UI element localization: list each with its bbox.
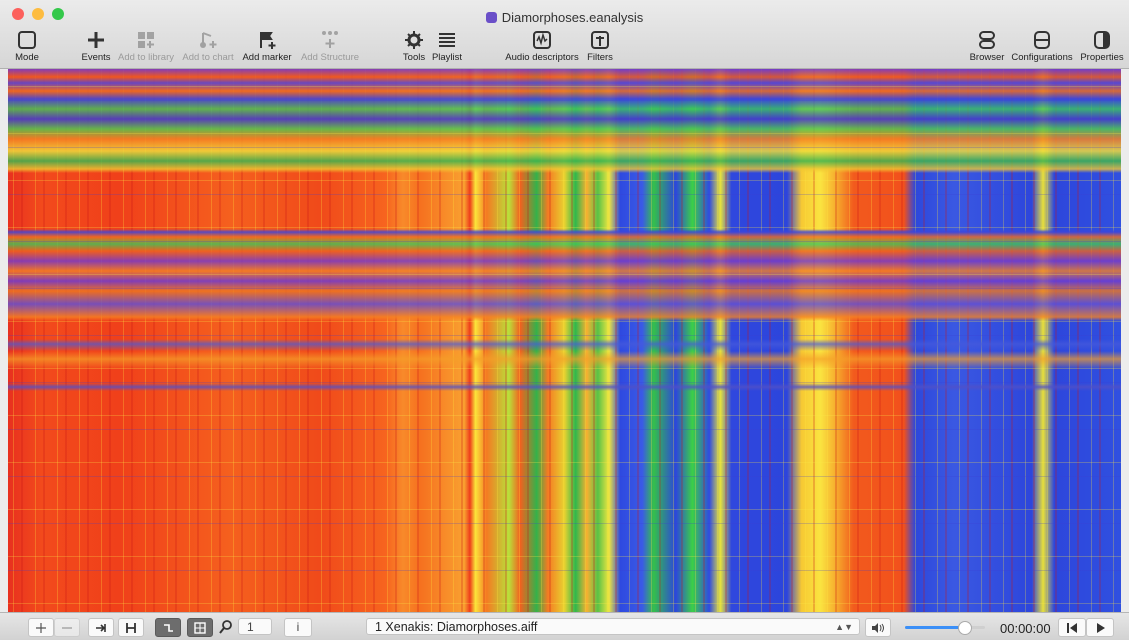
- play-button[interactable]: [1086, 618, 1114, 637]
- playlist-icon: [437, 30, 457, 50]
- toolbar-label: Add to chart: [182, 52, 233, 63]
- filters-icon: [590, 30, 610, 50]
- toolbar-label[interactable]: Events: [81, 52, 110, 63]
- rewind-button[interactable]: [1058, 618, 1086, 637]
- fit-button[interactable]: [118, 618, 144, 637]
- properties-icon: [1092, 30, 1112, 50]
- chart-icon: [198, 30, 218, 50]
- time-display: 00:00:00: [1000, 621, 1051, 636]
- status-bar: 1 i 1 Xenakis: Diamorphoses.aiff▲▼ 00:00…: [0, 612, 1129, 640]
- grid-button[interactable]: [187, 618, 213, 637]
- structure-icon: [320, 30, 340, 50]
- descriptors-icon: [532, 30, 552, 50]
- align-button[interactable]: [88, 618, 114, 637]
- volume-button[interactable]: [865, 618, 891, 637]
- events-icon: [86, 30, 106, 50]
- add-button[interactable]: [28, 618, 54, 637]
- toolbar-label[interactable]: Browser: [970, 52, 1005, 63]
- toolbar-label[interactable]: Configurations: [1011, 52, 1072, 63]
- volume-knob[interactable]: [958, 621, 972, 635]
- title-text: Diamorphoses.eanalysis: [502, 10, 644, 25]
- zoom-value: 1: [247, 620, 254, 634]
- file-popup[interactable]: 1 Xenakis: Diamorphoses.aiff▲▼: [366, 618, 860, 635]
- marker-icon: [257, 30, 277, 50]
- toolbar-label[interactable]: Filters: [587, 52, 613, 63]
- window-title: Diamorphoses.eanalysis: [0, 10, 1129, 25]
- matrix-row-texture: [8, 69, 1121, 612]
- browser-icon: [977, 30, 997, 50]
- toolbar-label: Add to library: [118, 52, 174, 63]
- file-name: 1 Xenakis: Diamorphoses.aiff: [375, 620, 537, 634]
- info-label: i: [297, 620, 300, 634]
- volume-track: [905, 626, 985, 629]
- toolbar-label[interactable]: Audio descriptors: [505, 52, 578, 63]
- time-value: 00:00:00: [1000, 621, 1051, 636]
- remove-button[interactable]: [54, 618, 80, 637]
- app-window: Diamorphoses.eanalysis Mode Events Add to …: [0, 0, 1129, 639]
- toolbar: Diamorphoses.eanalysis Mode Events Add to …: [0, 0, 1129, 69]
- tools-icon: [404, 30, 424, 50]
- toolbar-label[interactable]: Playlist: [432, 52, 462, 63]
- similarity-matrix[interactable]: [8, 69, 1121, 612]
- zoom-icon: [219, 620, 233, 634]
- toolbar-label: Add Structure: [301, 52, 359, 63]
- toolbar-label[interactable]: Mode: [15, 52, 39, 63]
- zoom-field[interactable]: 1: [238, 618, 272, 635]
- configurations-icon: [1032, 30, 1052, 50]
- link-button[interactable]: [155, 618, 181, 637]
- toolbar-label[interactable]: Tools: [403, 52, 425, 63]
- toolbar-label[interactable]: Properties: [1080, 52, 1123, 63]
- toolbar-label[interactable]: Add marker: [242, 52, 291, 63]
- mode-icon: [17, 30, 37, 50]
- info-button[interactable]: i: [284, 618, 312, 637]
- library-icon: [136, 30, 156, 50]
